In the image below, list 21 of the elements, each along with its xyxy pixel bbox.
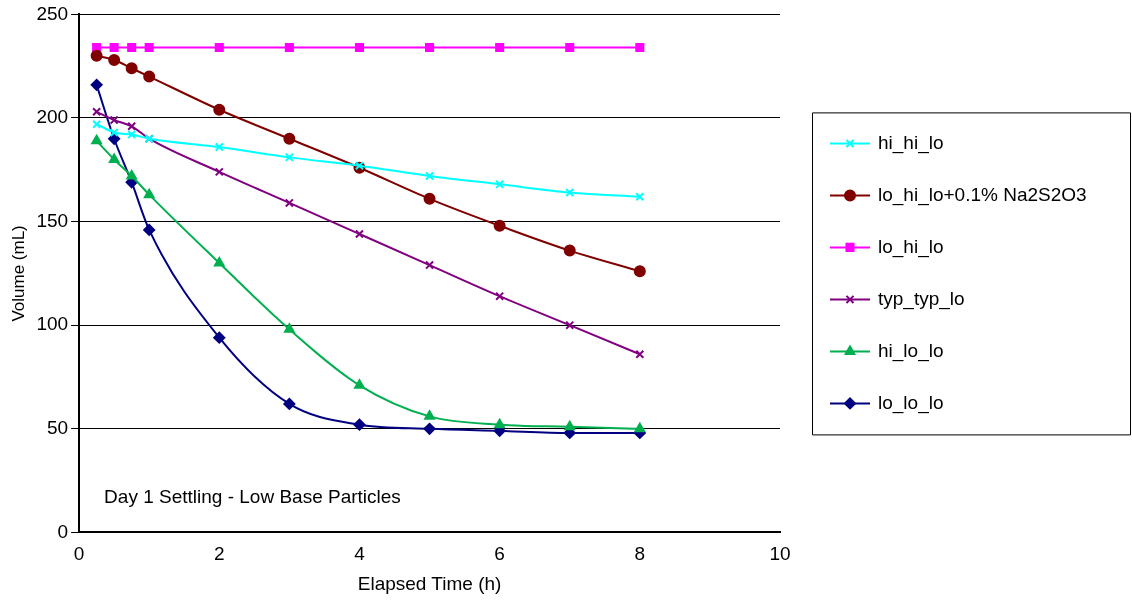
y-tick-label: 100	[36, 313, 69, 335]
legend-label: typ_typ_lo	[878, 287, 965, 310]
legend-label: hi_lo_lo	[878, 339, 944, 362]
x-tick-label: 8	[634, 543, 646, 565]
legend-label: lo_hi_lo	[878, 235, 944, 258]
legend-label: hi_hi_lo	[878, 131, 944, 154]
y-axis-title: Volume (mL)	[8, 225, 28, 322]
x-tick-label: 4	[354, 543, 366, 565]
y-tick-label: 150	[36, 209, 69, 231]
x-axis-title: Elapsed Time (h)	[357, 572, 502, 594]
x-tick-label: 10	[769, 543, 791, 565]
y-tick-label: 50	[46, 417, 69, 439]
annotation: Day 1 Settling - Low Base Particles	[104, 486, 401, 508]
x-tick-label: 0	[73, 543, 85, 565]
x-tick-label: 2	[213, 543, 225, 565]
y-tick-label: 250	[36, 2, 69, 24]
x-tick-label: 6	[494, 543, 505, 565]
y-tick-label: 0	[57, 520, 69, 542]
legend-label: lo_lo_lo	[878, 391, 944, 414]
y-tick-label: 200	[36, 106, 69, 128]
legend-label: lo_hi_lo+0.1% Na2S2O3	[878, 183, 1087, 206]
